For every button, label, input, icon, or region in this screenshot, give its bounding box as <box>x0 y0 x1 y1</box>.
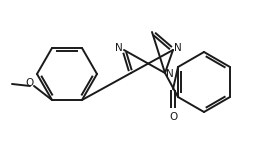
Text: O: O <box>169 112 177 122</box>
Text: N: N <box>174 43 182 53</box>
Text: O: O <box>25 78 33 88</box>
Text: N: N <box>115 43 123 53</box>
Text: N: N <box>166 69 174 79</box>
